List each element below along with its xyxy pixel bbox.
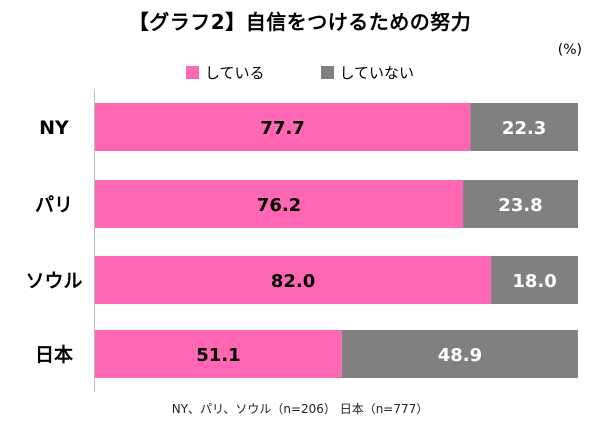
legend-label-doing: している bbox=[204, 64, 265, 82]
bar-not-doing bbox=[463, 180, 578, 228]
legend-swatch-not-doing bbox=[320, 66, 334, 79]
bar-doing bbox=[95, 330, 342, 378]
category-label: パリ bbox=[35, 194, 73, 216]
data-label-not-doing: 48.9 bbox=[438, 345, 482, 366]
unit-label: (%) bbox=[557, 42, 582, 58]
bar-not-doing bbox=[341, 330, 578, 378]
data-label-doing: 76.2 bbox=[257, 195, 301, 216]
data-label-not-doing: 22.3 bbox=[502, 118, 546, 139]
bar-doing bbox=[95, 103, 471, 151]
category-label: NY bbox=[39, 117, 69, 139]
legend-item-doing: している bbox=[185, 62, 265, 83]
data-label-doing: 77.7 bbox=[260, 118, 304, 139]
data-label-not-doing: 18.0 bbox=[512, 271, 556, 292]
bar-doing bbox=[95, 256, 492, 304]
data-label-not-doing: 23.8 bbox=[498, 195, 542, 216]
legend-swatch-doing bbox=[185, 66, 199, 79]
legend-item-not-doing: していない bbox=[320, 62, 415, 83]
legend-label-not-doing: していない bbox=[339, 64, 415, 82]
category-label: ソウル bbox=[25, 270, 82, 292]
legend: している していない bbox=[0, 62, 600, 83]
data-label-doing: 82.0 bbox=[271, 271, 315, 292]
bar-not-doing bbox=[491, 256, 578, 304]
footnote: NY、パリ、ソウル（n=206） 日本（n=777） bbox=[171, 402, 429, 416]
bar-doing bbox=[95, 180, 464, 228]
chart-title: 【グラフ2】自信をつけるための努力 bbox=[128, 10, 472, 34]
category-label: 日本 bbox=[35, 343, 73, 366]
bar-not-doing bbox=[470, 103, 578, 151]
data-label-doing: 51.1 bbox=[196, 345, 240, 366]
